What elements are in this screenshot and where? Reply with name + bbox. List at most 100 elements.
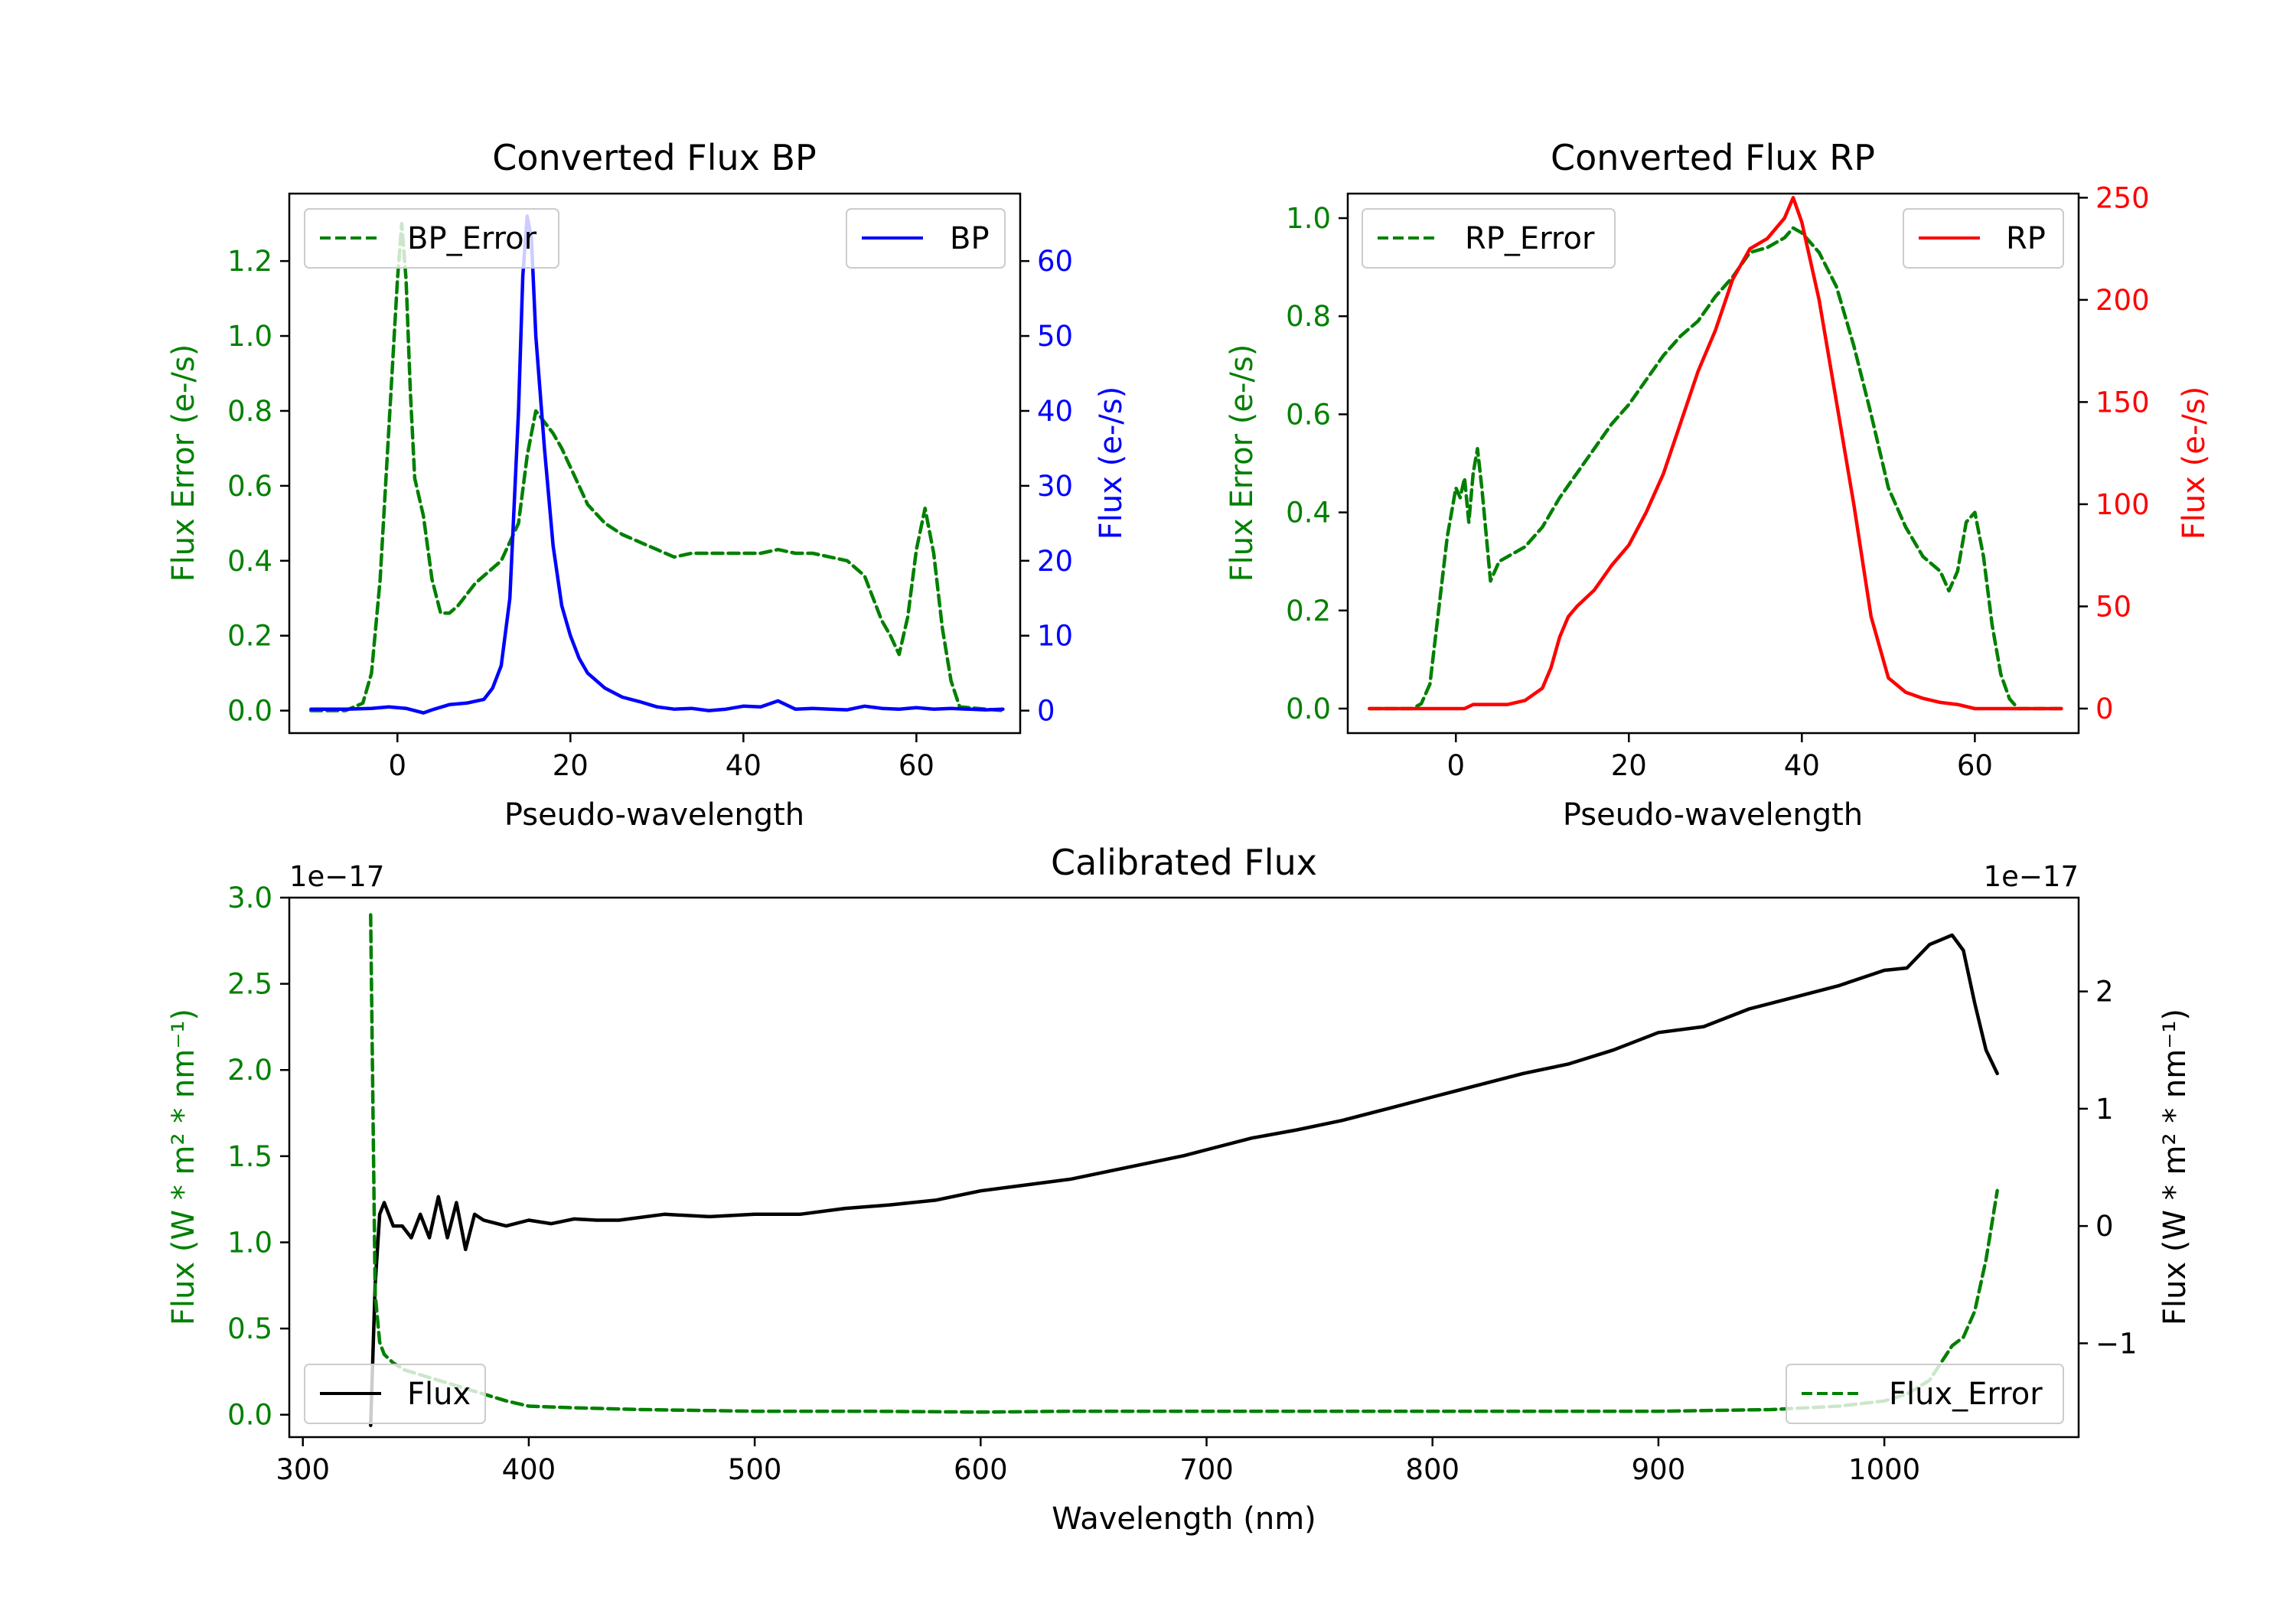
right-tick-label: 200 [2095, 284, 2150, 317]
x-tick-label: 0 [388, 749, 406, 782]
rp-left-axis: 0.0 0.2 0.4 0.6 0.8 1.0 [1286, 202, 1348, 725]
legend-box [304, 1364, 486, 1424]
x-tick-label: 300 [276, 1453, 330, 1486]
left-tick-label: 0.8 [227, 395, 272, 428]
cal-legend-error: Flux_Error [1786, 1364, 2064, 1424]
left-tick-label: 0.0 [227, 695, 272, 728]
x-tick-label: 700 [1179, 1453, 1234, 1486]
right-tick-label: 0 [1037, 695, 1055, 728]
legend-label: Flux [407, 1377, 471, 1412]
x-tick-label: 400 [502, 1453, 556, 1486]
cal-series-flux [369, 933, 1999, 1427]
cal-right-axis: −1 0 1 2 [2079, 976, 2138, 1360]
x-tick-label: 900 [1632, 1453, 1686, 1486]
cal-title: Calibrated Flux [1051, 842, 1317, 883]
left-tick-label: 0.2 [227, 620, 272, 653]
left-tick-label: 0.5 [227, 1312, 272, 1345]
cal-right-ylabel: Flux (W * m² * nm⁻¹) [2157, 1009, 2193, 1325]
cal-left-offset-text: 1e−17 [289, 860, 384, 893]
legend-label: BP_Error [407, 221, 537, 256]
x-tick-label: 40 [1784, 749, 1820, 782]
x-tick-label: 20 [553, 749, 589, 782]
bp-x-axis: 0 20 40 60 [388, 733, 934, 782]
rp-xlabel: Pseudo-wavelength [1563, 797, 1863, 833]
right-tick-label: 0 [2095, 1210, 2114, 1243]
rp-right-axis: 0 50 100 150 200 250 [2079, 181, 2150, 725]
right-tick-label: 2 [2095, 976, 2114, 1009]
right-tick-label: 30 [1037, 470, 1073, 503]
rp-legend-error: RP_Error [1362, 208, 1616, 269]
cal-xlabel: Wavelength (nm) [1052, 1501, 1316, 1537]
left-tick-label: 0.4 [227, 545, 272, 578]
rp-x-axis: 0 20 40 60 [1446, 733, 1993, 782]
left-tick-label: 0.2 [1286, 595, 1331, 627]
rp-plot-area [1368, 196, 2063, 711]
cal-left-ylabel: Flux (W * m² * nm⁻¹) [166, 1009, 201, 1325]
left-tick-label: 2.0 [227, 1054, 272, 1087]
right-tick-label: 100 [2095, 488, 2150, 521]
x-tick-label: 60 [1957, 749, 1993, 782]
right-tick-label: −1 [2095, 1327, 2138, 1360]
left-tick-label: 0.0 [1286, 693, 1331, 725]
bp-frame [288, 192, 1022, 735]
x-tick-label: 1000 [1848, 1453, 1920, 1486]
legend-box [304, 208, 559, 269]
right-tick-label: 150 [2095, 386, 2150, 419]
rp-legend-flux: RP [1903, 208, 2064, 269]
rp-frame [1346, 192, 2080, 735]
x-tick-label: 60 [899, 749, 934, 782]
legend-box [1362, 208, 1616, 269]
left-tick-label: 2.5 [227, 968, 272, 1001]
bp-right-ylabel: Flux (e-/s) [1094, 386, 1129, 539]
left-tick-label: 1.0 [1286, 202, 1331, 235]
cal-left-axis: 0.0 0.5 1.0 1.5 2.0 2.5 3.0 [227, 882, 289, 1432]
bp-title: Converted Flux BP [492, 137, 817, 178]
right-tick-label: 40 [1037, 395, 1073, 428]
x-tick-label: 40 [726, 749, 762, 782]
x-tick-label: 20 [1611, 749, 1647, 782]
left-tick-label: 0.6 [1286, 398, 1331, 431]
legend-box [846, 208, 1006, 269]
bp-legend-flux: BP [846, 208, 1006, 269]
right-tick-label: 10 [1037, 620, 1073, 653]
rp-right-ylabel: Flux (e-/s) [2177, 386, 2212, 539]
left-tick-label: 1.2 [227, 245, 272, 278]
cal-legend-flux: Flux [304, 1364, 486, 1424]
rp-series-rp-error [1368, 226, 2063, 711]
x-tick-label: 500 [728, 1453, 782, 1486]
left-tick-label: 0.4 [1286, 497, 1331, 530]
bp-legend-error: BP_Error [304, 208, 559, 269]
legend-label: RP_Error [1465, 221, 1595, 256]
left-tick-label: 1.5 [227, 1140, 272, 1173]
right-tick-label: 1 [2095, 1093, 2114, 1126]
cal-panel: Calibrated Flux 300 400 500 600 700 800 900 100… [166, 842, 2193, 1537]
bp-panel: Converted Flux BP 0 20 40 60 0.0 0.2 0.4 0.6 0.… [166, 137, 1129, 833]
right-tick-label: 250 [2095, 181, 2150, 214]
left-tick-label: 0.0 [227, 1399, 272, 1432]
left-tick-label: 0.8 [1286, 300, 1331, 333]
rp-series-rp [1368, 196, 2063, 711]
right-tick-label: 20 [1037, 545, 1073, 578]
bp-right-axis: 0 10 20 30 40 50 60 [1020, 245, 1073, 728]
left-tick-label: 3.0 [227, 882, 272, 914]
left-tick-label: 1.0 [227, 1226, 272, 1259]
rp-title: Converted Flux RP [1551, 137, 1875, 178]
cal-right-offset-text: 1e−17 [1984, 860, 2079, 893]
right-tick-label: 60 [1037, 245, 1073, 278]
legend-label: BP [950, 221, 990, 256]
x-tick-label: 600 [954, 1453, 1008, 1486]
rp-left-ylabel: Flux Error (e-/s) [1225, 344, 1260, 582]
left-tick-label: 0.6 [227, 470, 272, 503]
x-tick-label: 800 [1405, 1453, 1459, 1486]
bp-left-ylabel: Flux Error (e-/s) [166, 344, 201, 582]
right-tick-label: 50 [1037, 320, 1073, 353]
bp-left-axis: 0.0 0.2 0.4 0.6 0.8 1.0 1.2 [227, 245, 289, 728]
legend-label: RP [2006, 221, 2046, 256]
cal-frame [288, 896, 2080, 1439]
legend-label: Flux_Error [1889, 1377, 2043, 1412]
bp-plot-area [309, 214, 1005, 715]
bp-series-bp [309, 214, 1005, 715]
bp-series-bp-error [309, 221, 1005, 712]
right-tick-label: 50 [2095, 590, 2131, 623]
